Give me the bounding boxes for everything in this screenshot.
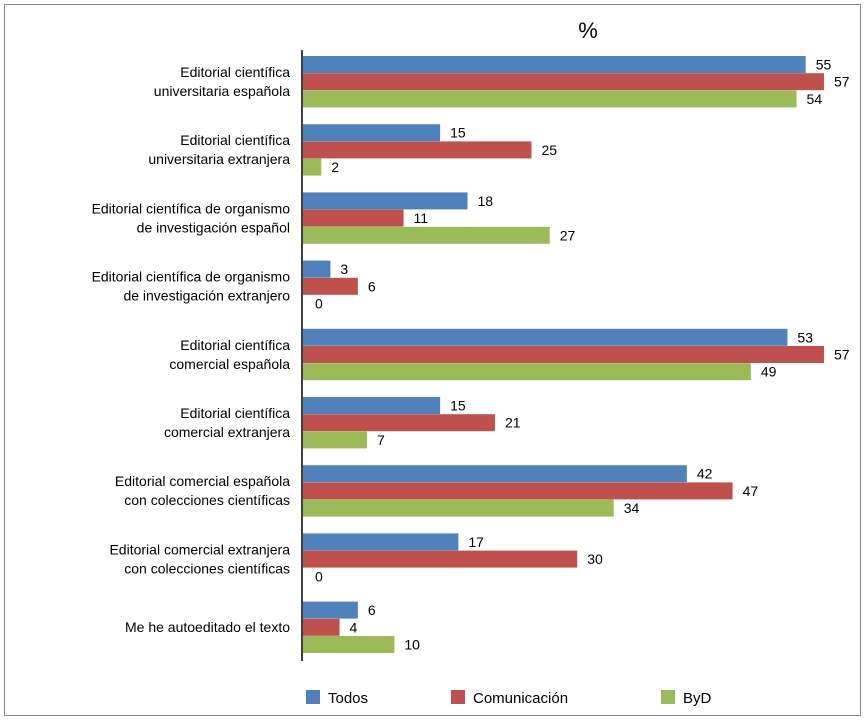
- data-label: 55: [816, 57, 832, 73]
- bar-todos: [303, 328, 788, 346]
- data-label: 10: [404, 637, 420, 653]
- bar-comunicación: [303, 277, 358, 295]
- data-label: 15: [450, 398, 466, 414]
- data-label: 6: [368, 602, 376, 618]
- legend-swatch: [661, 690, 675, 704]
- bar-todos: [303, 397, 441, 414]
- data-label: 57: [834, 74, 850, 90]
- data-label: 42: [697, 466, 713, 482]
- category-labels: Editorial científica universitaria españo…: [92, 64, 291, 635]
- category-label: Editorial científica: [180, 64, 290, 80]
- category-label: de investigación extranjero: [123, 288, 290, 304]
- category-label: comercial extranjera: [164, 424, 290, 440]
- bar-comunicación: [303, 414, 495, 432]
- data-label: 47: [743, 483, 759, 499]
- data-label: 57: [834, 347, 850, 363]
- data-label: 17: [468, 534, 484, 550]
- category-label: comercial española: [169, 356, 290, 372]
- bar-byd: [303, 363, 751, 381]
- data-label: 0: [315, 296, 323, 312]
- category-label: Editorial científica: [180, 405, 290, 421]
- bar-comunicación: [303, 550, 578, 568]
- bar-byd: [303, 431, 367, 449]
- legend-label: ByD: [683, 690, 712, 707]
- chart-title: %: [578, 18, 598, 43]
- bar-byd: [303, 158, 322, 176]
- legend-swatch: [306, 690, 320, 704]
- bar-byd: [303, 226, 550, 244]
- data-label: 53: [797, 329, 813, 345]
- bar-todos: [303, 601, 358, 619]
- category-label: Editorial científica de organismo: [92, 269, 291, 285]
- data-label: 25: [542, 142, 558, 158]
- bar-todos: [303, 192, 468, 210]
- bar-comunicación: [303, 209, 404, 227]
- bar-comunicación: [303, 618, 340, 636]
- data-label: 6: [368, 278, 376, 294]
- legend-swatch: [451, 690, 465, 704]
- data-label: 7: [377, 432, 385, 448]
- category-label: universitaria extranjera: [148, 151, 290, 167]
- bar-todos: [303, 533, 459, 551]
- legend-label: Todos: [328, 690, 368, 707]
- category-label: Editorial científica de organismo: [92, 200, 291, 216]
- data-label: 11: [414, 210, 429, 226]
- category-label: universitaria española: [154, 83, 290, 99]
- legend: Todos Comunicación ByD: [306, 690, 712, 707]
- category-label: Editorial científica: [180, 337, 290, 353]
- bar-byd: [303, 499, 614, 517]
- bar-comunicación: [303, 141, 532, 159]
- category-label: Editorial científica: [180, 132, 290, 148]
- bar-byd: [303, 90, 797, 108]
- bar-comunicación: [303, 482, 733, 500]
- bar-comunicación: [303, 73, 824, 91]
- data-label: 34: [624, 500, 640, 516]
- bar-todos: [303, 260, 331, 278]
- bar-comunicación: [303, 346, 824, 363]
- data-label: 18: [478, 193, 494, 209]
- category-label: con colecciones científicas: [124, 492, 290, 508]
- data-label: 2: [331, 159, 339, 175]
- chart-frame: % 55 57 54 15 25 2 18 11 27 3 6 0 53 57 49 15 21 7 42 47 34 1…: [4, 4, 861, 716]
- category-label: de investigación español: [137, 219, 290, 235]
- category-label: Editorial comercial extranjera: [109, 541, 290, 557]
- data-label: 4: [350, 619, 358, 635]
- data-label: 49: [761, 364, 777, 380]
- category-label: Me he autoeditado el texto: [125, 619, 290, 635]
- bar-todos: [303, 124, 441, 142]
- category-label: con colecciones científicas: [124, 560, 290, 576]
- bar-todos: [303, 465, 687, 483]
- data-label: 0: [315, 568, 323, 584]
- data-label: 30: [587, 551, 603, 567]
- data-label: 3: [340, 261, 348, 277]
- bar-byd: [303, 636, 395, 653]
- bars-layer: 5557541525218112736053574915217424734173…: [303, 56, 850, 653]
- category-label: Editorial comercial española: [115, 473, 290, 489]
- legend-label: Comunicación: [473, 690, 568, 707]
- data-label: 21: [505, 415, 521, 431]
- data-label: 27: [560, 227, 576, 243]
- bar-todos: [303, 56, 806, 73]
- data-label: 15: [450, 125, 466, 141]
- data-label: 54: [807, 91, 823, 107]
- bar-chart: % 55575415252181127360535749152174247341…: [92, 18, 850, 707]
